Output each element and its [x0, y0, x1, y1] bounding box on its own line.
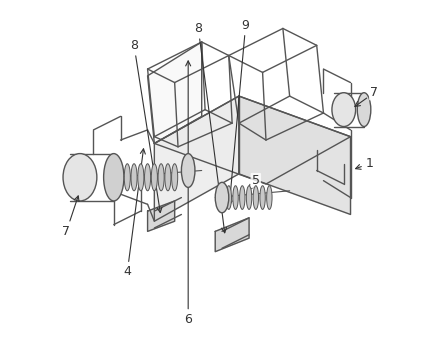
Text: 8: 8 — [130, 39, 162, 212]
Ellipse shape — [165, 164, 171, 191]
Ellipse shape — [171, 164, 178, 191]
Text: 8: 8 — [194, 22, 226, 233]
Ellipse shape — [151, 164, 158, 191]
Text: 1: 1 — [356, 157, 373, 170]
Text: 9: 9 — [227, 18, 250, 206]
Text: 6: 6 — [184, 61, 192, 326]
Ellipse shape — [332, 93, 356, 127]
Ellipse shape — [182, 153, 195, 188]
Polygon shape — [147, 42, 202, 144]
Ellipse shape — [267, 186, 272, 209]
Ellipse shape — [138, 164, 144, 191]
Ellipse shape — [226, 186, 231, 209]
Ellipse shape — [158, 164, 164, 191]
Ellipse shape — [357, 93, 371, 127]
Text: 4: 4 — [123, 149, 145, 279]
Ellipse shape — [233, 186, 238, 209]
Ellipse shape — [260, 186, 266, 209]
Polygon shape — [155, 96, 239, 221]
Ellipse shape — [131, 164, 137, 191]
Ellipse shape — [103, 153, 124, 201]
Ellipse shape — [215, 182, 229, 213]
Polygon shape — [239, 96, 350, 214]
Polygon shape — [147, 201, 174, 232]
Polygon shape — [155, 96, 350, 184]
Polygon shape — [215, 218, 249, 252]
Text: 5: 5 — [249, 174, 260, 190]
Ellipse shape — [145, 164, 151, 191]
Ellipse shape — [240, 186, 245, 209]
Ellipse shape — [246, 186, 252, 209]
Ellipse shape — [124, 164, 131, 191]
Text: 7: 7 — [63, 196, 79, 238]
Ellipse shape — [253, 186, 258, 209]
Text: 7: 7 — [355, 86, 378, 106]
Ellipse shape — [63, 153, 97, 201]
